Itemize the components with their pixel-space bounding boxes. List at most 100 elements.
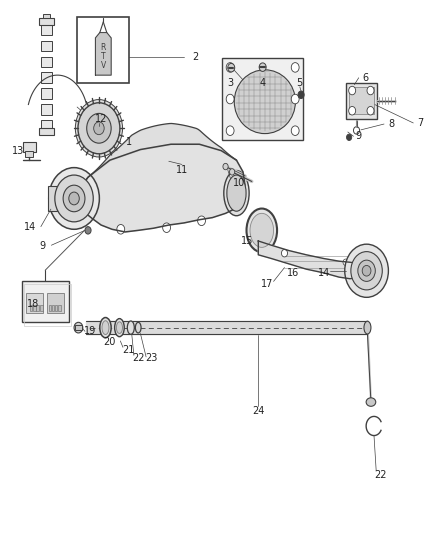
Bar <box>41 72 52 83</box>
Ellipse shape <box>100 318 111 338</box>
Text: 24: 24 <box>252 406 265 416</box>
Bar <box>39 18 54 25</box>
Circle shape <box>49 167 99 229</box>
Circle shape <box>351 252 382 290</box>
Circle shape <box>117 224 125 234</box>
Text: 1: 1 <box>127 136 133 147</box>
Circle shape <box>226 126 234 135</box>
Ellipse shape <box>117 322 123 334</box>
Polygon shape <box>95 33 111 75</box>
Circle shape <box>63 185 85 212</box>
Circle shape <box>349 86 356 95</box>
Text: 6: 6 <box>362 73 368 83</box>
Ellipse shape <box>127 321 134 334</box>
Bar <box>349 87 374 115</box>
Ellipse shape <box>227 175 246 211</box>
Bar <box>21 281 69 322</box>
Circle shape <box>362 265 371 276</box>
Bar <box>48 186 57 211</box>
Text: 22: 22 <box>374 470 387 480</box>
Circle shape <box>367 107 374 115</box>
Circle shape <box>74 322 83 333</box>
Text: 9: 9 <box>39 241 45 251</box>
Circle shape <box>75 100 123 157</box>
Bar <box>41 41 52 51</box>
Text: 11: 11 <box>176 165 188 175</box>
Bar <box>49 305 51 311</box>
Bar <box>41 56 52 67</box>
Circle shape <box>162 223 170 232</box>
Bar <box>41 25 52 35</box>
Bar <box>58 305 60 311</box>
Bar <box>77 17 130 83</box>
Text: 23: 23 <box>145 353 158 363</box>
Bar <box>24 284 71 326</box>
Bar <box>41 88 52 99</box>
Circle shape <box>346 134 352 141</box>
Bar <box>43 14 50 18</box>
Circle shape <box>282 249 288 257</box>
Text: 22: 22 <box>132 353 145 363</box>
Circle shape <box>358 260 375 281</box>
Circle shape <box>349 107 356 115</box>
Circle shape <box>291 62 299 72</box>
Bar <box>26 293 43 313</box>
Circle shape <box>345 244 389 297</box>
Circle shape <box>78 103 120 154</box>
Text: 14: 14 <box>318 268 330 278</box>
Bar <box>52 305 54 311</box>
Circle shape <box>85 227 91 234</box>
Bar <box>39 128 54 135</box>
Circle shape <box>259 63 266 71</box>
Text: 5: 5 <box>297 78 303 88</box>
Circle shape <box>94 122 104 135</box>
Ellipse shape <box>115 319 124 337</box>
Bar <box>25 151 33 157</box>
Bar <box>222 58 303 140</box>
Text: 20: 20 <box>104 337 116 347</box>
Polygon shape <box>258 241 361 279</box>
Circle shape <box>291 126 299 135</box>
Circle shape <box>223 164 228 169</box>
Bar <box>55 305 57 311</box>
Circle shape <box>69 192 79 205</box>
Circle shape <box>298 91 304 99</box>
Circle shape <box>230 168 235 175</box>
Bar <box>41 120 52 128</box>
Text: 14: 14 <box>24 222 36 232</box>
Ellipse shape <box>364 321 371 334</box>
Circle shape <box>198 216 205 225</box>
Text: 3: 3 <box>227 78 233 88</box>
Text: R
T
V: R T V <box>101 43 106 70</box>
Text: 13: 13 <box>12 146 24 156</box>
Text: 19: 19 <box>84 326 96 336</box>
Ellipse shape <box>234 70 295 134</box>
Ellipse shape <box>366 398 376 406</box>
Text: 18: 18 <box>27 298 39 309</box>
Circle shape <box>55 175 93 222</box>
Ellipse shape <box>102 321 109 335</box>
Polygon shape <box>73 144 245 232</box>
Text: 21: 21 <box>122 345 134 355</box>
Text: 15: 15 <box>241 236 254 246</box>
Bar <box>40 305 42 311</box>
Bar <box>47 293 64 313</box>
Bar <box>346 83 377 119</box>
Text: 2: 2 <box>192 52 198 61</box>
Text: 7: 7 <box>417 118 423 128</box>
Text: 10: 10 <box>233 177 245 188</box>
Bar <box>23 142 36 152</box>
Circle shape <box>291 94 299 104</box>
Circle shape <box>367 86 374 95</box>
Ellipse shape <box>247 208 277 252</box>
Circle shape <box>226 94 234 104</box>
Circle shape <box>343 259 348 265</box>
Text: 8: 8 <box>389 119 395 129</box>
Bar <box>36 305 39 311</box>
Bar <box>41 104 52 115</box>
Text: 17: 17 <box>261 279 273 288</box>
Circle shape <box>87 114 111 143</box>
Ellipse shape <box>224 171 249 216</box>
Text: 4: 4 <box>260 78 266 88</box>
Circle shape <box>228 63 235 72</box>
